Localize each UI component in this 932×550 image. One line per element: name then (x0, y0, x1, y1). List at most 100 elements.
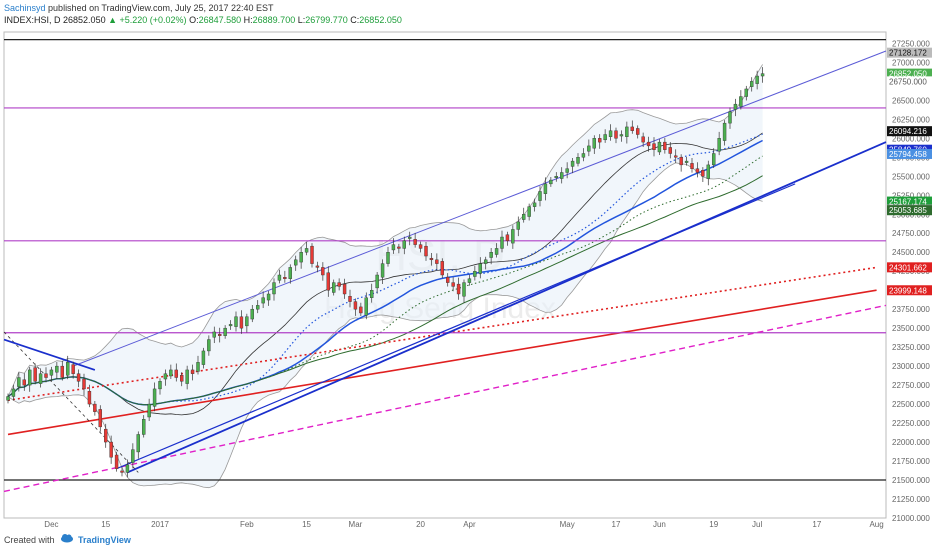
candle-body (304, 248, 309, 253)
y-tick-label: 26000.000 (892, 134, 930, 143)
candle-body (451, 282, 455, 287)
y-tick-label: 27250.000 (892, 39, 930, 48)
candle-body (641, 136, 645, 143)
trend-support (127, 141, 887, 474)
footer: Created with TradingView (0, 532, 932, 550)
candle-body (619, 134, 624, 137)
candle-body (500, 236, 504, 249)
sma-20 (7, 132, 763, 416)
candle-body (125, 464, 130, 473)
candle-body (288, 267, 292, 279)
candle-body (114, 454, 119, 469)
high-label: H: (243, 15, 253, 25)
candle-body (266, 293, 271, 301)
candle-body (733, 103, 738, 110)
candle-body (402, 240, 406, 249)
candle-body (223, 327, 227, 336)
candle-body (321, 267, 325, 276)
x-tick-label: Aug (869, 520, 883, 529)
y-tick-label: 23500.000 (892, 324, 930, 333)
high-value: 26889.700 (252, 15, 296, 25)
candle-body (342, 283, 347, 295)
bollinger-fill (8, 64, 763, 488)
candle-body (663, 141, 667, 150)
candle-body (717, 138, 721, 152)
candle-body (701, 170, 705, 177)
ma-red (7, 289, 877, 436)
candle-body (44, 373, 48, 378)
candle-body (576, 157, 580, 164)
y-tick-label: 21250.000 (892, 495, 930, 504)
candle-body (93, 403, 97, 412)
candle-body (668, 147, 672, 154)
candle-body (380, 263, 385, 278)
publish-info: Sachinsyd published on TradingView.com, … (4, 3, 274, 13)
candle-body (408, 236, 412, 239)
candle-body (152, 388, 157, 407)
candle-body (28, 369, 32, 386)
y-tick-label: 25500.000 (892, 172, 930, 181)
candle-body (272, 282, 276, 295)
y-tick-label: 22750.000 (892, 381, 930, 390)
candle-body (17, 377, 21, 387)
candle-body (511, 229, 515, 244)
candle-body (630, 126, 634, 131)
x-tick-label: May (560, 520, 575, 529)
x-tick-label: 19 (709, 520, 718, 529)
candle-body (446, 277, 450, 283)
candle-body (684, 160, 689, 163)
candle-body (418, 244, 423, 249)
tradingview-brand[interactable]: TradingView (78, 535, 131, 545)
x-tick-label: 17 (612, 520, 621, 529)
x-tick-label: Jun (653, 520, 666, 529)
candle-body (104, 428, 108, 443)
dashed-decline (3, 331, 139, 473)
price-tag-label: 23999.148 (889, 286, 927, 295)
price-tag (887, 205, 932, 216)
candle-body (6, 396, 10, 401)
candle-body (109, 441, 113, 458)
candle-body (744, 88, 748, 97)
candle-body (158, 381, 162, 390)
close-value: 26852.050 (359, 15, 402, 25)
ma-red-dotted (7, 266, 877, 402)
candle-body (560, 172, 564, 179)
candle-body (592, 138, 596, 149)
candle-body (87, 390, 92, 405)
x-tick-label: 15 (302, 520, 311, 529)
candle-body (397, 246, 401, 249)
candle-body (364, 297, 368, 316)
price-tag (887, 196, 932, 207)
y-tick-label: 24750.000 (892, 229, 930, 238)
candle-body (131, 449, 135, 463)
x-tick-label: 20 (416, 520, 425, 529)
candle-body (489, 252, 493, 258)
candle-body (690, 163, 694, 169)
candle-body (652, 143, 656, 150)
candle-body (549, 179, 553, 185)
candle-body (554, 176, 558, 178)
candle-body (22, 379, 26, 386)
low-value: 26799.770 (305, 15, 348, 25)
candle-body (706, 164, 710, 179)
bollinger-upper (7, 64, 763, 397)
bollinger-lower (7, 162, 763, 489)
candle-body (516, 221, 520, 230)
ma-green-dotted (7, 155, 763, 406)
x-tick-label: 2017 (151, 520, 169, 529)
y-tick-label: 24500.000 (892, 248, 930, 257)
candle-body (174, 369, 178, 378)
y-tick-label: 23000.000 (892, 362, 930, 371)
candle-body (565, 168, 569, 173)
price-change: ▲ +5.220 (+0.02%) (108, 15, 187, 25)
author-link[interactable]: Sachinsyd (4, 3, 46, 13)
price-tag (887, 126, 932, 137)
y-tick-label: 21500.000 (892, 476, 930, 485)
candle-body (462, 282, 466, 297)
candle-body (614, 130, 618, 139)
price-tag-label: 24301.662 (889, 263, 927, 272)
y-tick-label: 23750.000 (892, 305, 930, 314)
candle-body (234, 316, 238, 327)
candle-body (353, 301, 358, 310)
